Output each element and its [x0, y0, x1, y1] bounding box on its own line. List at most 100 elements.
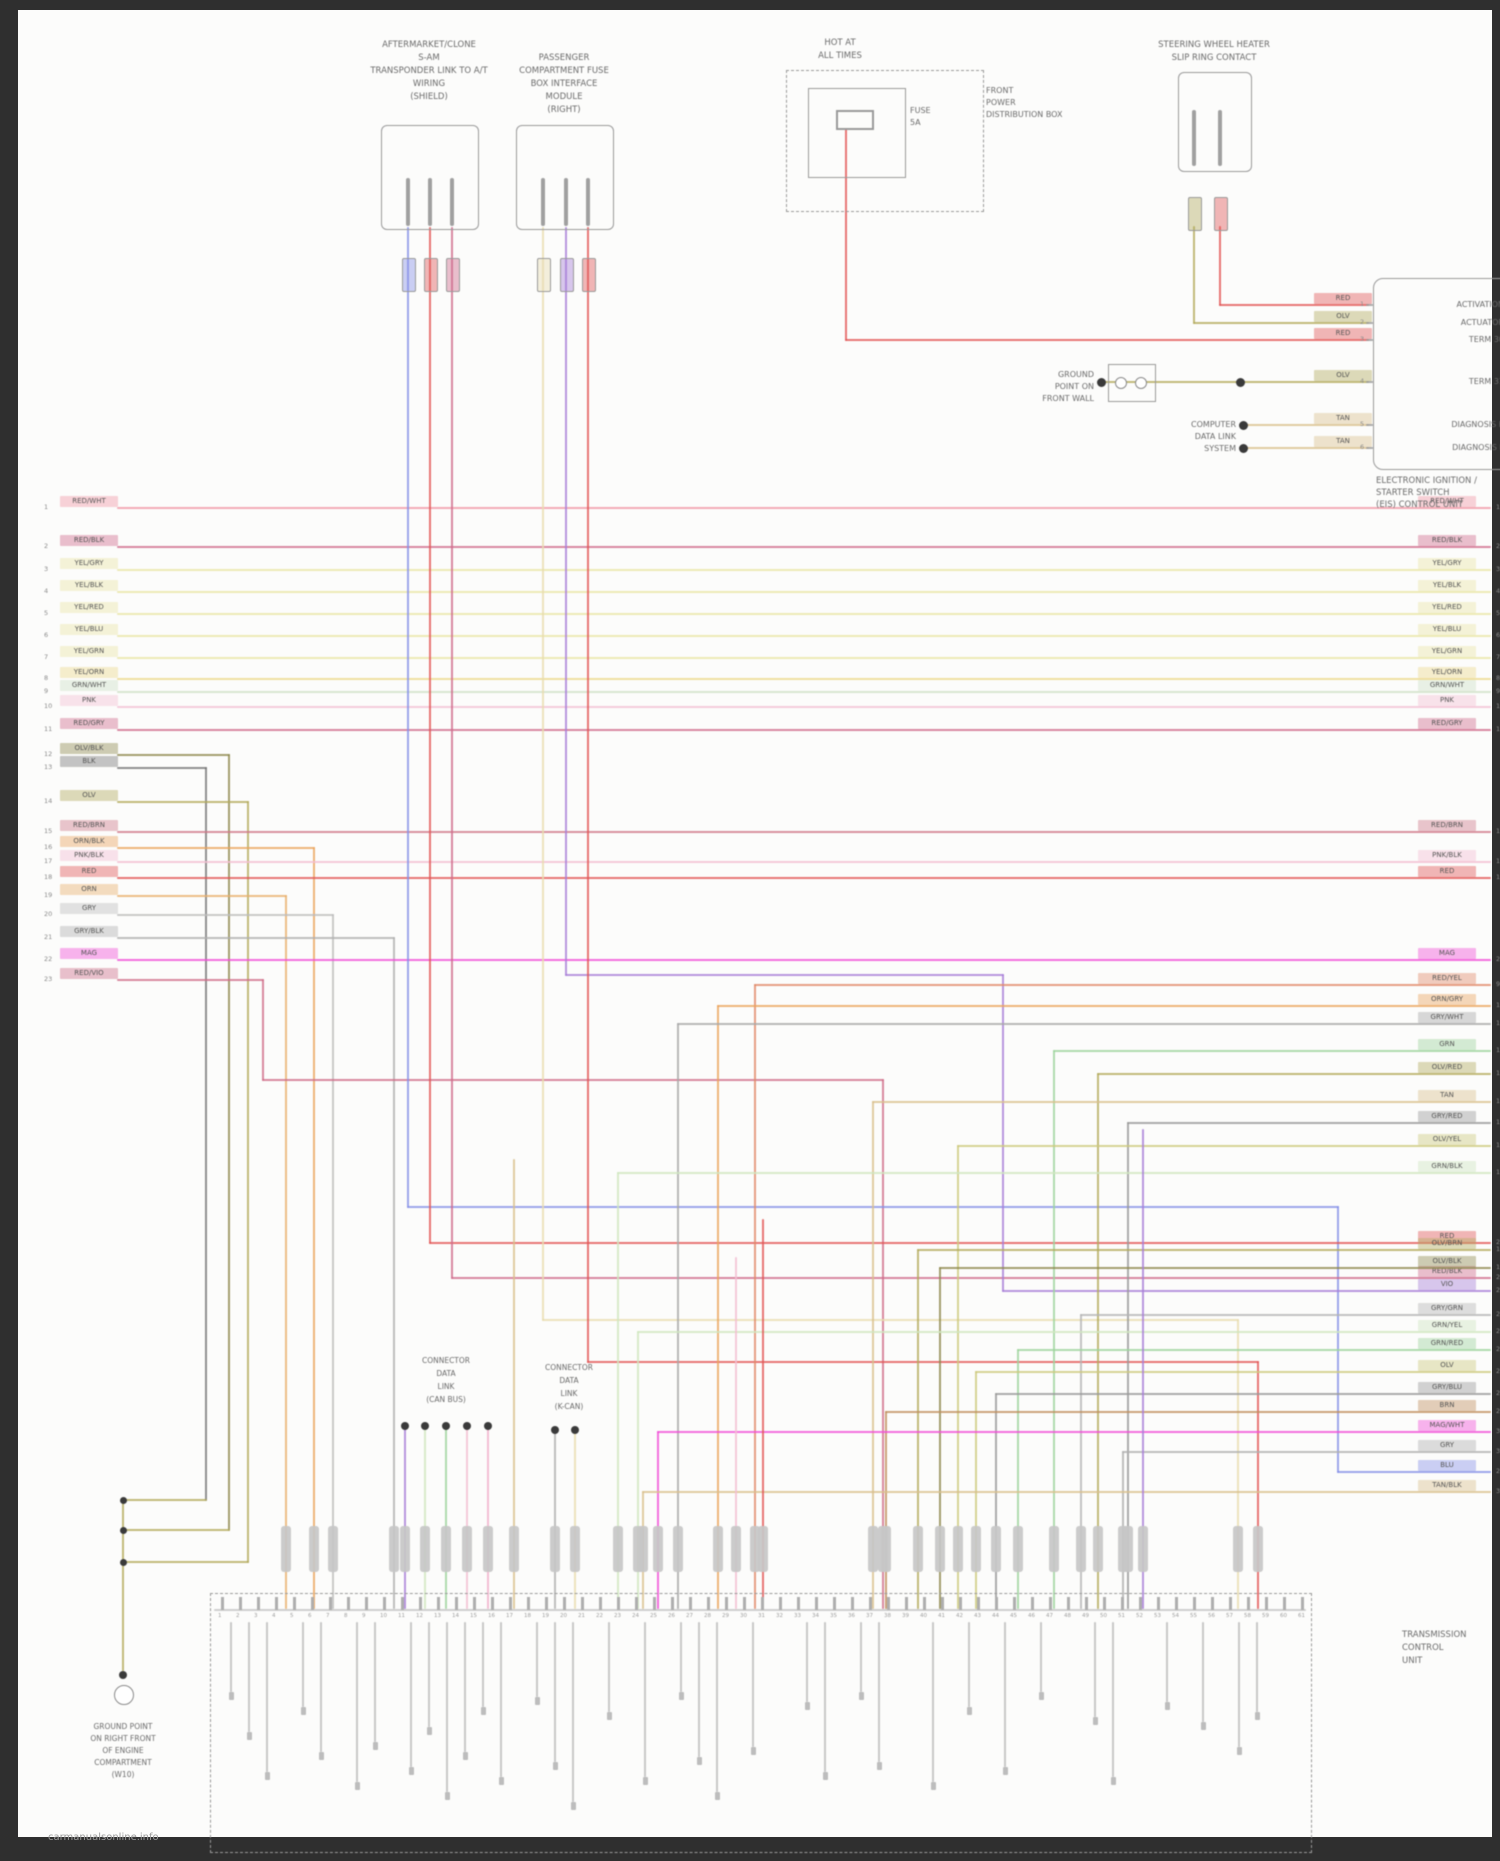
component-label: ALL TIMES — [818, 51, 862, 61]
connector-pin-number: 11 — [398, 1613, 405, 1619]
right-pin-number: 29 — [1496, 1407, 1500, 1415]
stub-cap — [696, 1757, 702, 1765]
terminal-pin — [564, 178, 568, 226]
unused-pin-stub — [968, 1622, 970, 1707]
right-pin-number: 19 — [1496, 1263, 1500, 1271]
wire-segment — [616, 1171, 620, 1610]
right-pin-number: 10 — [1496, 1001, 1500, 1009]
wire-segment — [956, 1144, 960, 1610]
component-label: (K-CAN) — [554, 1402, 584, 1411]
connector-pin — [724, 1597, 728, 1610]
wire-segment — [1001, 973, 1005, 1293]
stub-cap — [354, 1782, 360, 1790]
wire-segment — [116, 656, 1492, 660]
dashed-box — [786, 70, 984, 212]
connector-pin-number: 29 — [722, 1613, 729, 1619]
wire-segment — [541, 226, 545, 1322]
wire-segment — [116, 545, 1492, 549]
connector-pin — [760, 1597, 764, 1610]
component-label: (SHIELD) — [410, 92, 448, 102]
unused-pin-stub — [266, 1622, 268, 1772]
wire-segment — [512, 1158, 516, 1610]
inline-connector — [1188, 197, 1202, 231]
wire-segment — [284, 894, 288, 1610]
unused-pin-stub — [446, 1622, 448, 1792]
terminal-ring — [1115, 377, 1127, 389]
connector-block — [991, 1526, 1001, 1572]
wire-segment — [331, 913, 335, 1610]
wire-segment — [227, 753, 231, 1532]
wire-segment — [761, 1218, 765, 1610]
connector-pin-number: 42 — [956, 1613, 963, 1619]
junction-dot — [119, 1558, 127, 1566]
component-box — [1373, 278, 1500, 470]
connector-pin — [526, 1597, 530, 1610]
connector-pin — [1192, 1597, 1196, 1610]
unused-pin-stub — [1166, 1622, 1168, 1702]
connector-pin-number: 16 — [488, 1613, 495, 1619]
wire-segment — [616, 1171, 1492, 1175]
connector-pin — [886, 1597, 890, 1610]
right-pin-number: 24 — [1496, 1467, 1500, 1475]
wire-label: GRN/RED — [1418, 1338, 1476, 1349]
connector-pin — [1300, 1597, 1304, 1610]
wire-segment — [1256, 1360, 1260, 1610]
wire-segment — [1079, 1313, 1083, 1610]
wire-segment — [716, 1004, 720, 1610]
stub-cap — [804, 1702, 810, 1710]
stub-cap — [408, 1767, 414, 1775]
stub-cap — [246, 1732, 252, 1740]
wire-label: RED — [1418, 866, 1476, 877]
unused-pin-stub — [320, 1622, 322, 1752]
connector-block — [389, 1526, 399, 1572]
wire-segment — [1192, 225, 1196, 325]
module-pin-stub — [1366, 446, 1373, 450]
wire-label: TAN — [1314, 413, 1372, 424]
module-pin-number: 3 — [1360, 335, 1365, 343]
left-pin-number: 10 — [44, 702, 53, 710]
wire-label: YEL/RED — [60, 602, 118, 613]
stub-cap — [1236, 1747, 1242, 1755]
wire-label: ORN — [60, 884, 118, 895]
wire-segment — [116, 705, 1492, 709]
connector-block — [758, 1526, 768, 1572]
connector-pin-number: 32 — [776, 1613, 783, 1619]
connector-pin — [688, 1597, 692, 1610]
connector-pin-number: 52 — [1136, 1613, 1143, 1619]
wire-label: GRY — [60, 903, 118, 914]
stub-cap — [534, 1697, 540, 1705]
connector-pin — [1120, 1597, 1124, 1610]
stub-cap — [1254, 1712, 1260, 1720]
connector-pin-number: 43 — [974, 1613, 981, 1619]
module-pin-stub — [1366, 380, 1373, 384]
wire-label: OLV/BLK — [1418, 1256, 1476, 1267]
connector-block — [1138, 1526, 1148, 1572]
left-pin-number: 9 — [44, 687, 49, 695]
wire-segment — [1126, 1121, 1492, 1125]
component-label: POINT ON — [1054, 382, 1094, 391]
wire-segment — [881, 1078, 885, 1610]
right-pin-number: 18 — [1496, 1245, 1500, 1253]
terminal-pin — [1218, 110, 1222, 166]
connector-pin — [1138, 1597, 1142, 1610]
terminal-pin — [586, 178, 590, 226]
component-label: LINK — [437, 1382, 455, 1391]
wire-label: PNK — [1418, 695, 1476, 706]
connector-pin-number: 19 — [542, 1613, 549, 1619]
connector-pin — [706, 1597, 710, 1610]
module-pin-number: 6 — [1360, 443, 1365, 451]
wire-label: RED/VIO — [60, 968, 118, 979]
junction-dot — [463, 1422, 471, 1430]
connector-pin-number: 61 — [1298, 1613, 1305, 1619]
connector-pin — [382, 1597, 386, 1610]
connector-pin-number: 10 — [380, 1613, 387, 1619]
unused-pin-stub — [428, 1622, 430, 1727]
connector-block — [509, 1526, 519, 1572]
wire-label: OLV — [1314, 311, 1372, 322]
terminal-pin — [450, 178, 454, 226]
wire-segment — [656, 1430, 660, 1610]
right-pin-number: 21 — [1496, 1327, 1500, 1335]
wire-segment — [246, 800, 250, 1564]
wire-segment — [716, 1004, 1492, 1008]
wire-segment — [564, 226, 568, 977]
